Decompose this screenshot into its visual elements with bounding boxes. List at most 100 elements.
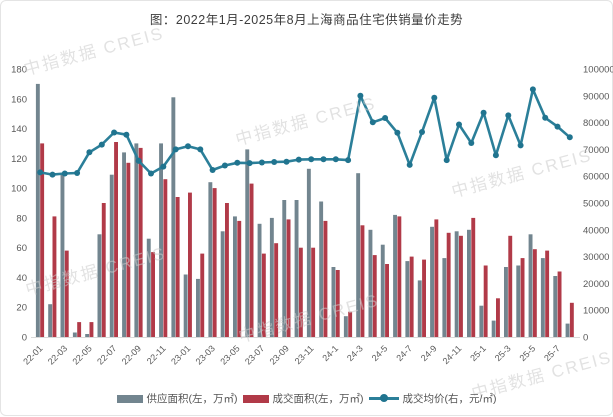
x-tick-label: 25-7 (542, 343, 562, 363)
supply-bar (269, 217, 274, 337)
y-tick-label-right: 90000 (583, 91, 609, 102)
supply-bar (208, 182, 213, 337)
y-tick-label-left: 120 (11, 154, 27, 165)
price-dot (369, 119, 376, 126)
sales-bar (249, 183, 254, 337)
price-dot (74, 170, 81, 176)
sales-bar (89, 322, 94, 337)
price-dot (234, 159, 241, 166)
supply-bar (171, 97, 176, 337)
sales-bar (520, 258, 525, 337)
x-tick-label: 24-3 (345, 343, 365, 363)
x-tick-label: 24-5 (370, 343, 390, 363)
sales-bar (138, 147, 143, 337)
price-dot (172, 146, 179, 153)
price-dot (148, 170, 154, 177)
supply-bar (146, 238, 151, 337)
legend-item-price: 成交均价(右，元/㎡) (368, 391, 496, 406)
sales-bar (397, 216, 402, 337)
y-tick-label-right: 40000 (583, 225, 609, 236)
supply-bar (540, 258, 545, 337)
supply-bar (257, 223, 262, 337)
supply-bar (491, 320, 496, 337)
supply-bar (282, 200, 287, 337)
supply-bar (454, 231, 459, 337)
supply-bar (196, 278, 200, 337)
sales-bar (557, 271, 562, 337)
x-tick-label: 24-7 (394, 343, 414, 363)
sales-bar (151, 252, 155, 337)
sales-bar (409, 256, 414, 337)
price-dot (382, 115, 389, 121)
price-dot (308, 156, 315, 163)
supply-bar (159, 143, 163, 337)
y-tick-label-left: 0 (22, 333, 27, 344)
sales-bar (40, 143, 45, 337)
supply-bar (122, 152, 126, 337)
y-tick-label-right: 80000 (583, 118, 609, 129)
x-tick-label: 23-09 (268, 343, 291, 366)
y-tick-label-right: 60000 (583, 172, 609, 183)
y-tick-label-left: 160 (11, 94, 27, 105)
sales-bar (360, 225, 365, 337)
x-tick-label: 24-1 (320, 343, 340, 363)
supply-bar (343, 316, 348, 337)
price-dot (209, 167, 216, 173)
sales-bar (434, 219, 439, 337)
sales-bar (237, 220, 242, 337)
price-dot (86, 149, 93, 156)
price-dot (98, 141, 105, 148)
sales-bar (545, 250, 550, 337)
supply-bar (405, 261, 410, 337)
supply-bar (368, 229, 373, 337)
price-dot (443, 157, 450, 164)
supply-bar (393, 214, 397, 337)
supply-bar (220, 231, 225, 337)
x-tick-label: 23-03 (194, 343, 217, 366)
sales-bar (348, 311, 353, 337)
price-dot (529, 86, 536, 93)
supply-bar (72, 332, 77, 337)
price-dot (283, 158, 290, 165)
x-tick-label: 22-05 (70, 343, 93, 366)
price-dot (566, 134, 573, 141)
price-dot (160, 163, 167, 170)
price-dot (431, 94, 438, 101)
sales-bar (126, 162, 131, 337)
sales-bar (483, 265, 488, 337)
price-dot (197, 146, 204, 153)
price-line-icon (368, 394, 399, 403)
y-tick-label-left: 180 (11, 65, 27, 76)
y-tick-label-left: 60 (16, 243, 27, 254)
sales-bar (471, 217, 476, 337)
price-dot (185, 143, 191, 150)
x-tick-label: 22-07 (95, 343, 118, 366)
price-dot (419, 129, 425, 135)
sales-bar (77, 322, 82, 337)
price-line (38, 88, 572, 176)
supply-bar (306, 168, 311, 337)
price-dot (271, 159, 278, 165)
supply-bar (479, 305, 484, 337)
supply-bar (35, 83, 40, 338)
price-dot (295, 156, 302, 163)
y-tick-label-right: 50000 (583, 199, 609, 210)
sales-bar (286, 219, 291, 337)
sales-bar (101, 203, 106, 337)
x-tick-label: 25-1 (468, 343, 488, 363)
sales-bar (532, 249, 537, 337)
legend-item-sales: 成交面积(左，万㎡) (242, 391, 364, 406)
sales-bar (175, 197, 180, 337)
x-tick-label: 23-05 (218, 343, 241, 366)
sales-bar (114, 142, 118, 337)
sales-bar (422, 259, 426, 337)
supply-bar (356, 173, 361, 337)
sales-bar (385, 264, 389, 337)
supply-bar (430, 226, 434, 337)
price-dot (37, 169, 44, 176)
supply-bar (60, 173, 65, 337)
price-dot (542, 114, 549, 121)
supply-bar (294, 200, 299, 337)
